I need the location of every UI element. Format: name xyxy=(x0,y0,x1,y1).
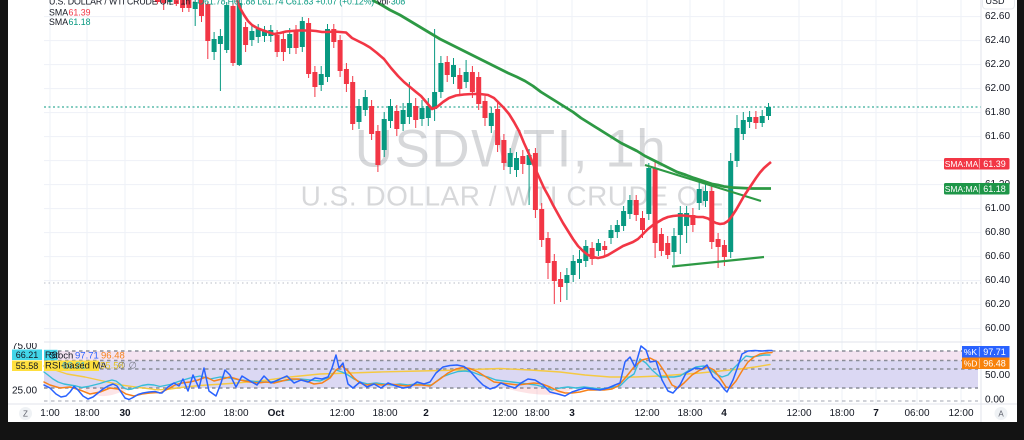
svg-text:%K: %K xyxy=(964,347,978,357)
svg-text:12:00: 12:00 xyxy=(786,408,811,419)
svg-text:25.00: 25.00 xyxy=(12,386,37,397)
svg-text:55.58: 55.58 xyxy=(100,361,124,372)
svg-text:61.39: 61.39 xyxy=(983,159,1006,169)
svg-text:18:00: 18:00 xyxy=(223,408,248,419)
svg-text:U.S. DOLLAR / WTI CRUDE OIL: U.S. DOLLAR / WTI CRUDE OIL xyxy=(301,181,724,212)
svg-text:30: 30 xyxy=(119,408,131,419)
svg-text:97.71: 97.71 xyxy=(75,351,99,362)
svg-text:∅: ∅ xyxy=(118,361,126,372)
svg-text:Oct: Oct xyxy=(268,408,285,419)
svg-text:SMA:MA: SMA:MA xyxy=(945,184,979,194)
svg-text:12:00: 12:00 xyxy=(492,408,517,419)
svg-text:12:00: 12:00 xyxy=(948,408,973,419)
svg-text:4: 4 xyxy=(721,408,727,419)
svg-text:18:00: 18:00 xyxy=(677,408,702,419)
svg-text:61.18: 61.18 xyxy=(69,17,91,27)
svg-text:61.39: 61.39 xyxy=(69,8,91,18)
svg-text:60.40: 60.40 xyxy=(985,275,1010,286)
svg-text:61.00: 61.00 xyxy=(985,203,1010,214)
svg-text:62.20: 62.20 xyxy=(985,59,1010,70)
svg-text:60.00: 60.00 xyxy=(985,323,1010,334)
svg-text:1:00: 1:00 xyxy=(40,408,60,419)
svg-text:06:00: 06:00 xyxy=(904,408,929,419)
svg-text:12:00: 12:00 xyxy=(329,408,354,419)
svg-text:18:00: 18:00 xyxy=(524,408,549,419)
svg-text:62.00: 62.00 xyxy=(985,83,1010,94)
svg-text:61.18: 61.18 xyxy=(983,184,1006,194)
svg-text:U.S. DOLLAR / WTI CRUDE OIL ·: U.S. DOLLAR / WTI CRUDE OIL · 1h · O61.7… xyxy=(49,0,405,7)
svg-text:18:00: 18:00 xyxy=(829,408,854,419)
svg-text:61.80: 61.80 xyxy=(985,107,1010,118)
svg-text:62.40: 62.40 xyxy=(985,35,1010,46)
svg-text:18:00: 18:00 xyxy=(74,408,99,419)
svg-text:0.00: 0.00 xyxy=(985,395,1005,406)
svg-text:60.60: 60.60 xyxy=(985,251,1010,262)
svg-text:96.48: 96.48 xyxy=(983,359,1006,369)
svg-text:A: A xyxy=(998,410,1004,419)
svg-text:Z: Z xyxy=(23,410,28,419)
svg-text:12:00: 12:00 xyxy=(180,408,205,419)
svg-text:SMA: SMA xyxy=(49,8,68,18)
svg-text:66.21: 66.21 xyxy=(16,350,39,360)
svg-text:75.00: 75.00 xyxy=(12,341,37,352)
svg-text:60.80: 60.80 xyxy=(985,227,1010,238)
svg-text:97.71: 97.71 xyxy=(983,347,1006,357)
svg-text:Stoch: Stoch xyxy=(49,351,73,362)
svg-text:66.21: 66.21 xyxy=(62,361,86,372)
svg-text:%D: %D xyxy=(964,359,978,369)
svg-text:2: 2 xyxy=(423,408,429,419)
svg-text:SMA:MA: SMA:MA xyxy=(945,159,979,169)
svg-text:61.60: 61.60 xyxy=(985,131,1010,142)
svg-text:SMA: SMA xyxy=(49,17,68,27)
svg-text:RSI: RSI xyxy=(45,350,60,360)
svg-text:USDWTI, 1h: USDWTI, 1h xyxy=(355,120,667,179)
svg-text:12:00: 12:00 xyxy=(634,408,659,419)
svg-text:50.00: 50.00 xyxy=(985,370,1010,381)
svg-text:7: 7 xyxy=(873,408,879,419)
svg-text:60.20: 60.20 xyxy=(985,299,1010,310)
svg-text:USD: USD xyxy=(985,0,1005,6)
svg-text:18:00: 18:00 xyxy=(372,408,397,419)
svg-text:55.58: 55.58 xyxy=(16,361,39,371)
svg-text:96.48: 96.48 xyxy=(101,351,125,362)
svg-text:RSI-based MA: RSI-based MA xyxy=(45,361,107,372)
svg-text:62.60: 62.60 xyxy=(985,11,1010,22)
svg-text:3: 3 xyxy=(569,408,575,419)
svg-text:∅: ∅ xyxy=(129,361,137,372)
